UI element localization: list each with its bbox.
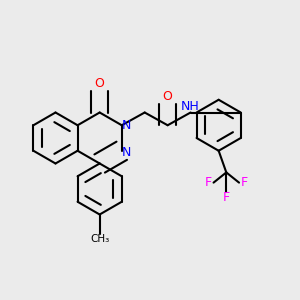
Text: F: F xyxy=(241,176,248,189)
Text: NH: NH xyxy=(181,100,200,113)
Text: CH₃: CH₃ xyxy=(90,234,109,244)
Text: N: N xyxy=(122,119,131,132)
Text: O: O xyxy=(163,91,172,103)
Text: F: F xyxy=(223,191,230,204)
Text: O: O xyxy=(95,77,105,90)
Text: N: N xyxy=(122,146,131,159)
Text: F: F xyxy=(205,176,212,189)
